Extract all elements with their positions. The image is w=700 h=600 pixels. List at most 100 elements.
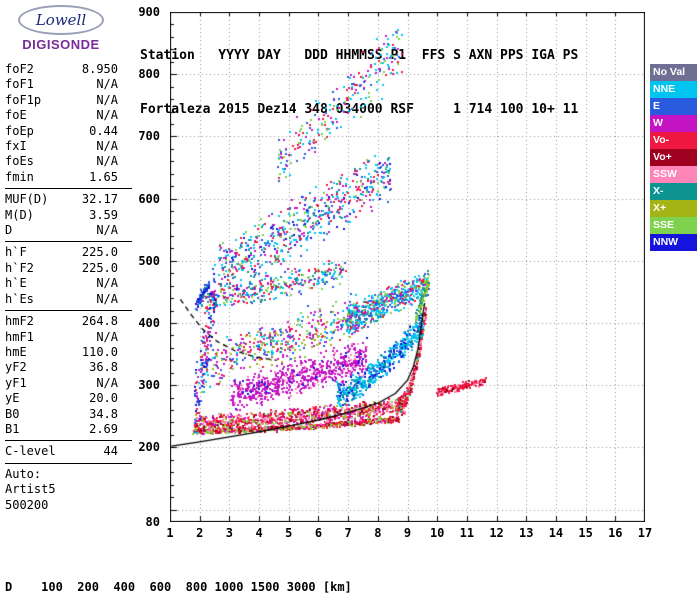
x-tick-label: 4 [255, 526, 263, 540]
x-tick-label: 3 [225, 526, 233, 540]
parameter-panel: foF2 8.950 foF1 N/A foF1p N/A foE N/A foEp 0.44 fx… [5, 62, 132, 513]
y-tick-label: 80 [145, 515, 160, 529]
x-tick-label: 8 [374, 526, 382, 540]
y-tick-label: 300 [138, 378, 160, 393]
digisonde-logo-text: DIGISONDE [22, 37, 100, 52]
param-value: 1.65 [89, 169, 118, 184]
legend-item-x-: X- [650, 183, 697, 200]
param-value: 0.44 [89, 123, 118, 138]
legend-item-x+: X+ [650, 200, 697, 217]
param-value: N/A [96, 139, 118, 154]
param-label: B0 [5, 406, 20, 421]
lowell-logo-text: Lowell [35, 11, 87, 29]
param-label: Auto: [5, 466, 42, 481]
param-row: 500200 [5, 498, 132, 513]
legend-item-e: E [650, 98, 697, 115]
param-row: hmE 110.0 [5, 345, 132, 360]
y-tick-label: 600 [138, 191, 160, 206]
x-tick-label: 6 [314, 526, 323, 540]
file-info-footer: FZA0M_2015348034000.RSF / 320fx256h 50 k… [3, 586, 686, 600]
param-value: 264.8 [81, 314, 118, 329]
param-row: foE N/A [5, 108, 132, 123]
param-label: h`Es [5, 291, 34, 306]
param-label: Artist5 [5, 482, 56, 497]
param-label: 500200 [5, 497, 49, 512]
muf-distance-table: D 100 200 400 600 800 1000 1500 3000 [km… [5, 550, 359, 600]
param-value: 225.0 [81, 260, 118, 275]
param-label: D [5, 223, 13, 238]
param-divider [5, 188, 132, 190]
param-value: N/A [96, 291, 118, 306]
x-tick-label: 11 [459, 526, 475, 540]
x-tick-label: 1 [166, 526, 174, 540]
x-tick-label: 9 [403, 526, 412, 540]
param-label: MUF(D) [5, 192, 49, 207]
x-tick-label: 14 [548, 526, 564, 540]
param-row: hmF1 N/A [5, 330, 132, 345]
param-label: C-level [5, 444, 56, 459]
param-value: 20.0 [89, 391, 118, 406]
param-row: B1 2.69 [5, 422, 132, 437]
lowell-digisonde-logo: Lowell DIGISONDE [8, 5, 114, 52]
param-row: MUF(D) 32.17 [5, 192, 132, 207]
x-tick-label: 2 [196, 526, 204, 540]
param-row: Auto: [5, 467, 132, 482]
param-value: 110.0 [81, 344, 118, 359]
param-label: fmin [5, 169, 34, 184]
param-value: N/A [96, 154, 118, 169]
y-tick-label: 500 [138, 253, 160, 268]
param-divider [5, 310, 132, 312]
param-row: fmin 1.65 [5, 170, 132, 185]
param-value: 32.17 [81, 192, 118, 207]
y-tick-label: 800 [138, 67, 160, 82]
param-value: 34.8 [89, 406, 118, 421]
x-tick-label: 5 [285, 526, 293, 540]
param-row: B0 34.8 [5, 407, 132, 422]
param-label: yE [5, 391, 20, 406]
param-value: N/A [96, 77, 118, 92]
param-value: 3.59 [89, 207, 118, 222]
param-row: foEs N/A [5, 154, 132, 169]
param-row: foEp 0.44 [5, 124, 132, 139]
param-row: hmF2 264.8 [5, 314, 132, 329]
x-tick-label: 13 [519, 526, 534, 540]
x-tick-label: 10 [429, 526, 445, 540]
legend-item-nnw: NNW [650, 234, 697, 251]
param-value: N/A [96, 92, 118, 107]
param-label: fxI [5, 139, 27, 154]
y-axis-labels: 900 800 700 600 500 400 300 200 80 [126, 6, 166, 529]
legend-item-vo-: Vo- [650, 132, 697, 149]
param-label: h`F [5, 245, 27, 260]
param-row: D N/A [5, 223, 132, 238]
param-divider [5, 241, 132, 243]
param-row: h`F2 225.0 [5, 261, 132, 276]
y-tick-label: 700 [138, 129, 160, 144]
x-tick-label: 12 [489, 526, 504, 540]
param-label: h`F2 [5, 260, 34, 275]
legend-item-ssw: SSW [650, 166, 697, 183]
param-row: h`E N/A [5, 276, 132, 291]
y-tick-label: 200 [138, 440, 160, 455]
y-tick-label: 900 [138, 5, 160, 19]
param-value: 8.950 [81, 62, 118, 76]
y-tick-label: 400 [138, 315, 160, 330]
direction-color-legend: No Val NNE E W Vo- Vo+ SSW X- X+ SSE NNW [650, 64, 697, 251]
legend-item-no-val: No Val [650, 64, 697, 81]
legend-item-sse: SSE [650, 217, 697, 234]
param-label: B1 [5, 421, 20, 436]
param-value: 225.0 [81, 245, 118, 260]
param-label: foF1p [5, 92, 42, 107]
x-tick-label: 17 [637, 526, 653, 540]
param-label: foEs [5, 154, 34, 169]
param-value: 36.8 [89, 360, 118, 375]
param-value: 2.69 [89, 421, 118, 436]
x-tick-label: 16 [608, 526, 623, 540]
param-row: M(D) 3.59 [5, 208, 132, 223]
param-row: foF2 8.950 [5, 62, 132, 77]
param-divider [5, 440, 132, 442]
param-label: yF2 [5, 360, 27, 375]
param-label: hmF2 [5, 314, 34, 329]
param-label: foF2 [5, 62, 34, 76]
param-row: yF1 N/A [5, 376, 132, 391]
